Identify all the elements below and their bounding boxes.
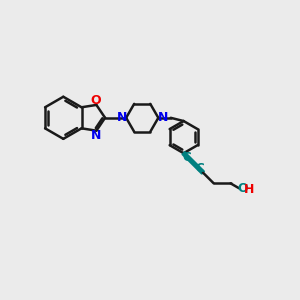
Text: C: C	[183, 151, 191, 164]
Text: C: C	[195, 161, 204, 175]
Text: O: O	[91, 94, 101, 107]
Text: O: O	[237, 182, 248, 195]
Text: N: N	[91, 129, 101, 142]
Text: H: H	[244, 183, 255, 196]
Text: N: N	[116, 111, 127, 124]
Text: N: N	[158, 111, 168, 124]
